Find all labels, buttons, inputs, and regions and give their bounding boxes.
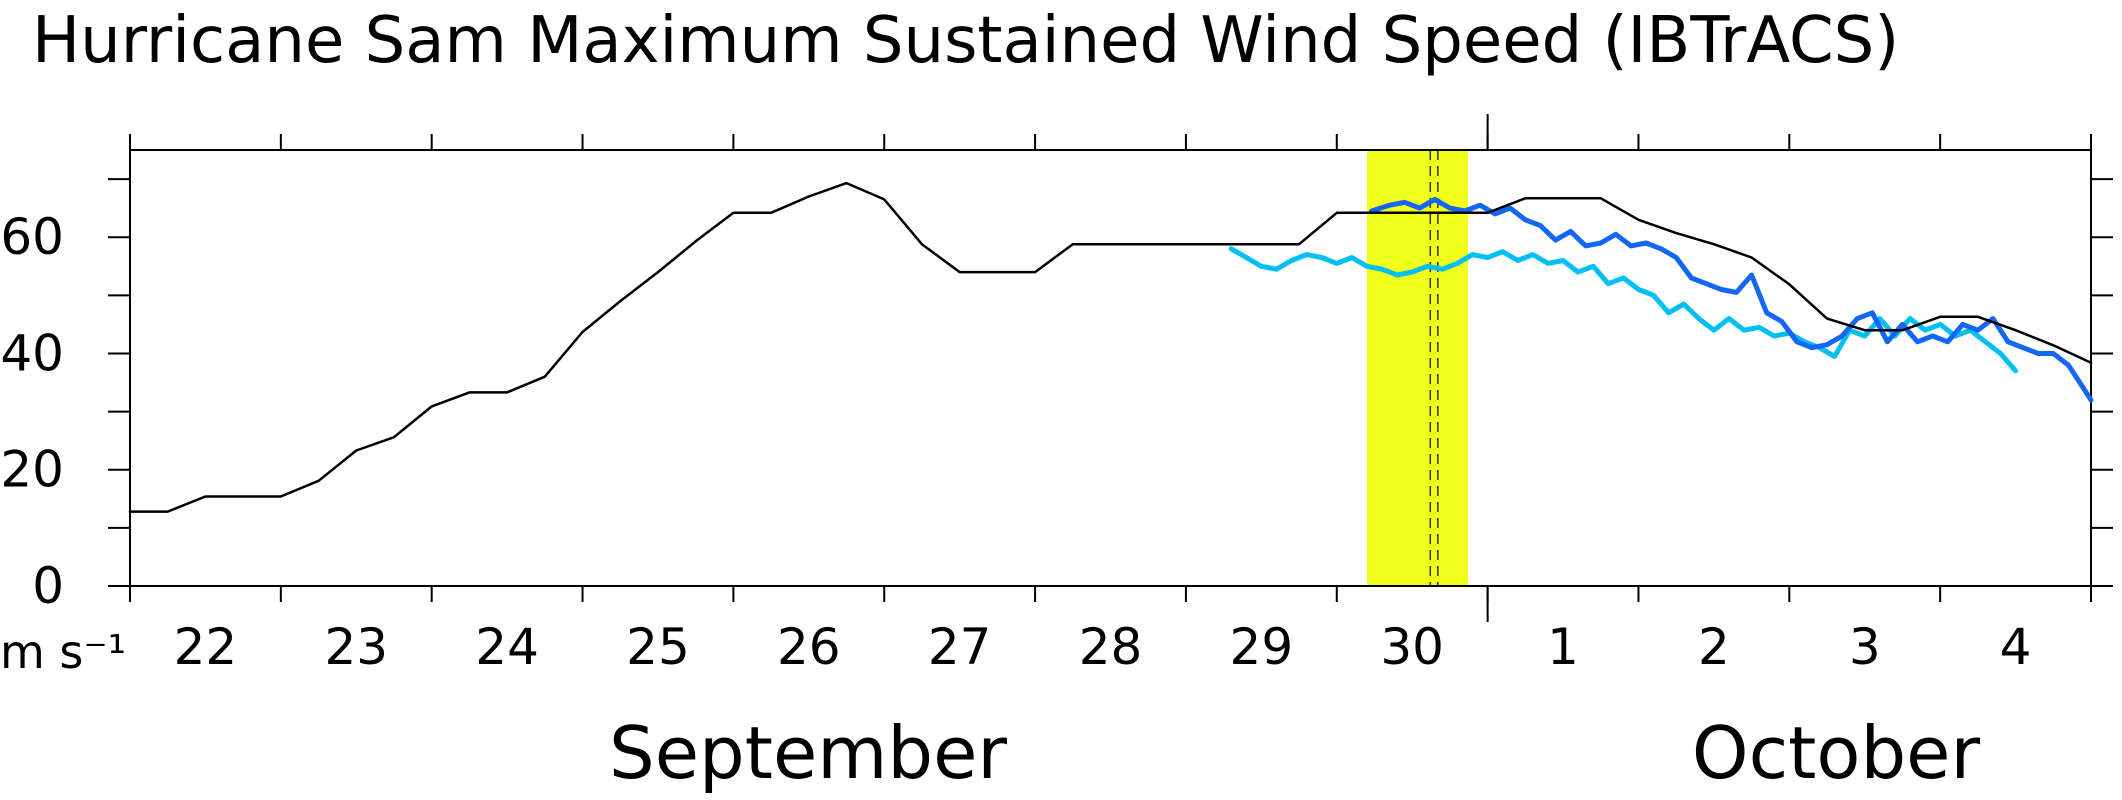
x-tick-label: 25 [626,618,690,676]
y-axis-unit: m s⁻¹ [0,625,126,679]
series-line [1228,246,2019,374]
x-tick-label: 3 [1849,618,1881,676]
x-tick-label: 23 [324,618,388,676]
x-tick-label: 24 [475,618,539,676]
x-tick-label: 4 [2000,618,2032,676]
y-tick-label: 40 [0,324,64,382]
month-label: September [609,711,1007,795]
y-tick-label: 20 [0,441,64,499]
series-line [1369,196,2094,403]
x-tick-label: 22 [174,618,238,676]
y-tick-label: 60 [0,208,64,266]
x-tick-label: 30 [1380,618,1444,676]
x-tick-label: 29 [1230,618,1294,676]
highlight-span [1366,150,1469,586]
series-line [128,181,2093,513]
x-tick-label: 28 [1079,618,1143,676]
x-tick-label: 2 [1698,618,1730,676]
chart-title: Hurricane Sam Maximum Sustained Wind Spe… [32,4,1899,78]
y-tick-label: 0 [32,557,64,615]
plot-frame [129,149,2092,587]
x-tick-label: 1 [1547,618,1579,676]
month-label: October [1692,711,1981,795]
x-tick-label: 27 [928,618,992,676]
x-tick-label: 26 [777,618,841,676]
